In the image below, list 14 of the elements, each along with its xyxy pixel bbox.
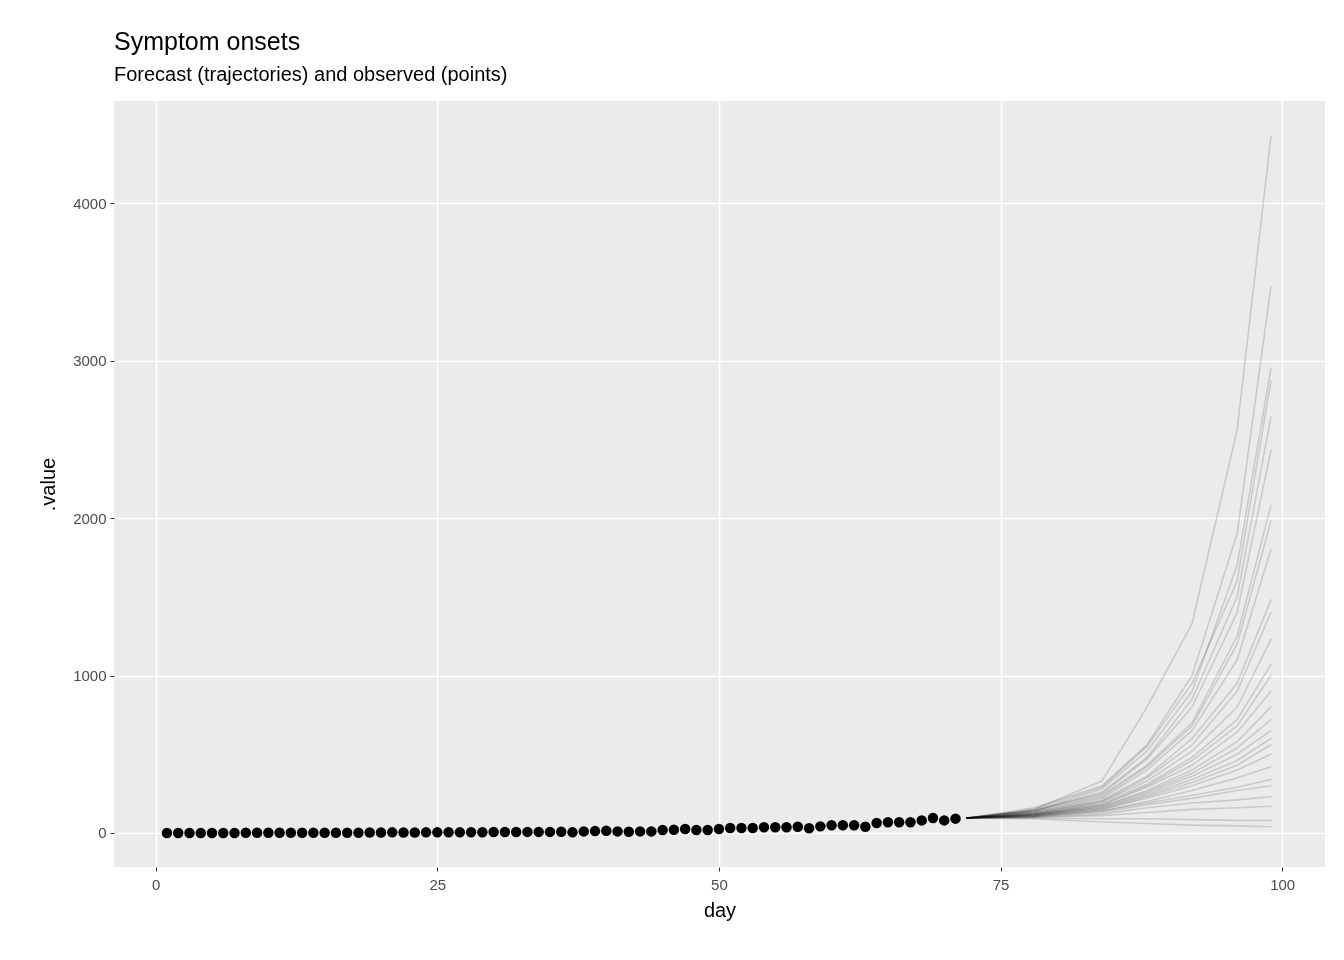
x-tick-label: 50 [711, 875, 728, 893]
x-tick-label: 0 [152, 875, 161, 893]
chart-subtitle: Forecast (trajectories) and observed (points) [114, 63, 508, 85]
y-tick-label: 1000 [73, 667, 107, 684]
y-tick-label: 2000 [73, 509, 107, 527]
x-axis-title: day [703, 898, 737, 921]
x-tick-label: 75 [992, 875, 1010, 893]
y-tick-label: 0 [98, 824, 107, 842]
y-axis-title: .value [37, 457, 60, 512]
x-tick-label: 100 [1270, 875, 1296, 893]
y-tick-label: 4000 [73, 194, 107, 212]
x-tick-label: 25 [429, 875, 447, 893]
chart-title: Symptom onsets [114, 27, 301, 55]
y-tick-label: 3000 [73, 352, 107, 370]
